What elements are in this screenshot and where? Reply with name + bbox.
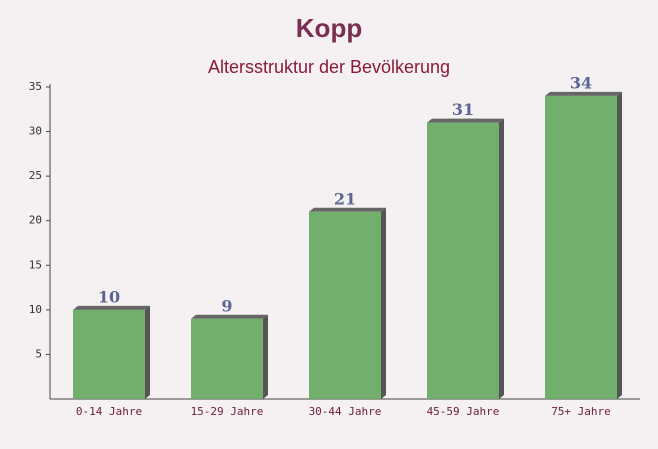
- y-tick-label: 30: [29, 125, 42, 138]
- y-tick-label: 15: [29, 258, 42, 271]
- bar-shadow: [145, 305, 150, 399]
- bar-shadow: [617, 91, 622, 400]
- bar: [309, 211, 381, 399]
- bar-shadow: [427, 118, 504, 123]
- chart-subtitle: Altersstruktur der Bevölkerung: [208, 57, 450, 77]
- value-label: 34: [570, 73, 592, 92]
- y-tick-label: 25: [29, 169, 42, 182]
- x-tick-label: 0-14 Jahre: [76, 405, 142, 418]
- bar: [191, 318, 263, 399]
- value-label: 31: [452, 100, 474, 119]
- y-tick-label: 20: [29, 214, 42, 227]
- bar-shadow: [381, 207, 386, 399]
- x-tick-label: 75+ Jahre: [551, 405, 611, 418]
- bar-shadow: [263, 314, 268, 399]
- value-label: 10: [98, 287, 120, 306]
- value-label: 9: [221, 296, 232, 315]
- y-tick-label: 5: [35, 347, 42, 360]
- bar-shadow: [499, 118, 504, 400]
- x-tick-label: 15-29 Jahre: [191, 405, 264, 418]
- chart-title: Kopp: [296, 13, 362, 43]
- y-tick-label: 35: [29, 80, 42, 93]
- x-tick-label: 45-59 Jahre: [427, 405, 500, 418]
- bar-shadow: [545, 91, 622, 96]
- bar: [545, 95, 617, 400]
- bar-shadow: [191, 314, 268, 319]
- y-tick-label: 10: [29, 303, 42, 316]
- bar-shadow: [309, 207, 386, 212]
- x-tick-label: 30-44 Jahre: [309, 405, 382, 418]
- bar-shadow: [73, 305, 150, 310]
- bar: [427, 122, 499, 400]
- value-label: 21: [334, 189, 356, 208]
- bar: [73, 309, 145, 399]
